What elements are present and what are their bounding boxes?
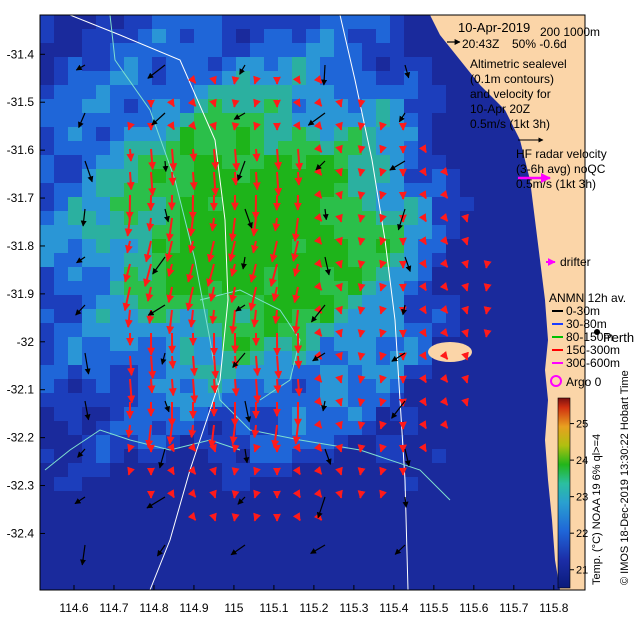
hf-line-2: (3-6h avg) noQC	[516, 162, 606, 176]
x-tick-label: 115.5	[419, 601, 448, 615]
x-tick-label: 115.6	[459, 601, 488, 615]
credit-label: © IMOS 18-Dec-2019 13:30:22 Hobart Time	[619, 370, 631, 585]
x-tick-label: 114.7	[99, 601, 128, 615]
y-tick-label: -31.7	[7, 191, 35, 205]
colorbar-label: Temp. (°C) NOAA 19 6% ql>=4	[591, 434, 603, 585]
argo-label: Argo 0	[566, 375, 602, 389]
land-area	[430, 15, 585, 590]
x-tick-label: 115.8	[539, 601, 568, 615]
island	[428, 342, 472, 362]
altimetric-line-2: (0.1m contours)	[470, 72, 554, 86]
time-label: 20:43Z	[462, 37, 499, 51]
y-tick-label: -31.5	[7, 95, 35, 109]
isobath-1000m	[339, 15, 409, 590]
hf-line-3: 0.5m/s (1kt 3h)	[516, 177, 596, 191]
altimetric-line-3: and velocity for	[470, 87, 551, 101]
y-tick-label: -31.4	[7, 47, 35, 61]
isobath-200m	[69, 15, 229, 590]
drifter-label: drifter	[560, 255, 591, 269]
x-tick-label: 115	[224, 601, 243, 615]
altimetry-arrows	[74, 64, 412, 566]
anmn-depth-label: 0-30m	[566, 304, 600, 318]
x-tick-label: 114.8	[139, 601, 168, 615]
date-label: 10-Apr-2019	[458, 20, 530, 35]
x-tick-label: 115.2	[299, 601, 328, 615]
y-tick-label: -31.9	[7, 287, 35, 301]
x-tick-label: 115.4	[379, 601, 408, 615]
y-tick-label: -32.4	[7, 526, 35, 540]
pct-label: 50% -0.6d	[512, 37, 567, 51]
argo-marker	[550, 375, 562, 387]
colorbar-tick-label: 21	[576, 565, 588, 577]
y-tick-label: -32	[17, 335, 35, 349]
colorbar-tick-label: 25	[576, 419, 588, 431]
y-tick-label: -32.2	[7, 431, 35, 445]
y-tick-label: -32.1	[7, 383, 35, 397]
colorbar-tick-label: 24	[576, 455, 588, 467]
altimetric-line-5: 0.5m/s (1kt 3h)	[470, 117, 550, 131]
anmn-depth-label: 30-80m	[566, 317, 607, 331]
perth-label: Perth	[603, 330, 634, 345]
colorbar-tick-label: 23	[576, 492, 588, 504]
x-tick-label: 114.6	[59, 601, 88, 615]
anmn-title: ANMN 12h av.	[549, 291, 626, 305]
anmn-depth-label: 150-300m	[566, 343, 620, 357]
y-axis: -31.4 -31.5 -31.6 -31.7 -31.8 -31.9 -32 -32.1 -3…	[7, 47, 45, 540]
y-tick-label: -32.3	[7, 479, 35, 493]
hf-line-1: HF radar velocity	[516, 147, 607, 161]
x-tick-label: 115.1	[259, 601, 288, 615]
altimetric-line-4: 10-Apr 20Z	[470, 102, 530, 116]
hf-radar-arrows	[122, 74, 492, 522]
x-axis: 114.6 114.7 114.8 114.9 115 115.1 115.2 115.3 11…	[59, 585, 569, 615]
anmn-depth-label: 80-150m	[566, 330, 613, 344]
isobaths-label: 200 1000m	[540, 25, 600, 39]
altimetric-line-1: Altimetric sealevel	[470, 57, 567, 71]
x-tick-label: 114.9	[179, 601, 208, 615]
x-tick-label: 115.3	[339, 601, 368, 615]
sst-field	[40, 15, 585, 590]
y-tick-label: -31.6	[7, 143, 35, 157]
y-tick-label: -31.8	[7, 239, 35, 253]
perth-marker	[594, 329, 600, 335]
colorbar-tick-label: 22	[576, 528, 588, 540]
anmn-depth-label: 300-600m	[566, 356, 620, 370]
x-tick-label: 115.7	[499, 601, 528, 615]
colorbar-ticks: 21 22 23 24 25	[570, 419, 588, 577]
colorbar	[557, 397, 571, 589]
plot-frame	[39, 14, 586, 591]
